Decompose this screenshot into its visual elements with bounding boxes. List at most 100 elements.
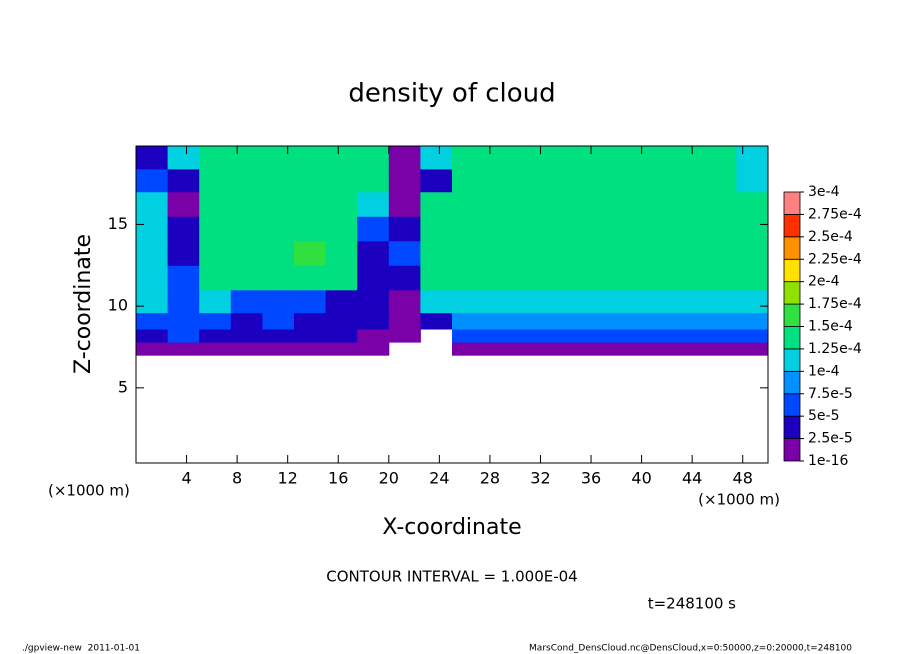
density-cell [673, 168, 706, 193]
density-cell [199, 342, 232, 356]
colorbar-box [783, 191, 801, 215]
density-cell [262, 168, 295, 193]
y-tick-label: 5 [118, 377, 128, 396]
density-cell [262, 265, 295, 291]
density-cell [388, 216, 421, 242]
colorbar-box [783, 258, 801, 283]
density-cell [452, 216, 485, 242]
density-cell [420, 289, 453, 314]
y-tick-label: 15 [108, 214, 128, 233]
density-cell [736, 289, 769, 314]
density-cell [546, 240, 579, 266]
density-cell [262, 146, 295, 170]
density-cell [736, 265, 769, 291]
density-cell [262, 289, 295, 314]
density-cell [136, 240, 169, 266]
density-cell [736, 146, 769, 170]
density-cell [704, 168, 737, 193]
density-cell [357, 289, 390, 314]
colorbar-label: 1.5e-4 [808, 319, 853, 335]
density-cell [673, 329, 706, 343]
x-tick-label: 8 [232, 469, 242, 488]
density-cell [294, 191, 327, 217]
density-cell [483, 146, 516, 170]
density-cell [483, 240, 516, 266]
density-cell [199, 146, 232, 170]
y-axis-label: Z-coordinate [71, 234, 96, 374]
density-cell [136, 168, 169, 193]
density-cell [736, 191, 769, 217]
plot-frame [135, 145, 769, 464]
density-cell [610, 146, 643, 170]
density-cell [515, 168, 548, 193]
density-cell [294, 168, 327, 193]
density-cell [641, 342, 674, 356]
density-cell [610, 191, 643, 217]
colorbar-label: 1.75e-4 [808, 296, 862, 312]
density-cell [578, 146, 611, 170]
density-cell [546, 342, 579, 356]
density-cell [136, 329, 169, 343]
density-cell [325, 146, 358, 170]
density-cell [452, 240, 485, 266]
density-cell [704, 265, 737, 291]
density-cell [294, 342, 327, 356]
density-cell [420, 312, 453, 330]
density-cell [199, 191, 232, 217]
density-cell [578, 168, 611, 193]
density-cell [388, 289, 421, 314]
density-cell [325, 191, 358, 217]
colorbar-label: 3e-4 [808, 184, 840, 200]
density-cell [673, 289, 706, 314]
colorbar-label: 1e-4 [808, 363, 840, 379]
density-cell [546, 289, 579, 314]
density-cell [704, 216, 737, 242]
density-cell [452, 146, 485, 170]
density-cell [199, 312, 232, 330]
density-cell [262, 342, 295, 356]
density-cell [388, 265, 421, 291]
density-cell [262, 216, 295, 242]
density-cell [167, 240, 200, 266]
density-cell [515, 240, 548, 266]
density-cell [610, 168, 643, 193]
density-cell [325, 312, 358, 330]
density-cell [167, 342, 200, 356]
density-cell [294, 240, 327, 266]
density-cell [704, 191, 737, 217]
chart-title: density of cloud [348, 79, 555, 109]
density-cell [136, 191, 169, 217]
density-cell [610, 289, 643, 314]
density-cell [452, 342, 485, 356]
density-cell [515, 146, 548, 170]
density-cell [515, 312, 548, 330]
density-cell [610, 216, 643, 242]
colorbar-box [783, 370, 801, 395]
x-tick-label: 20 [379, 469, 399, 488]
density-cell [136, 265, 169, 291]
density-cell [610, 342, 643, 356]
density-cell [641, 265, 674, 291]
density-cell [578, 216, 611, 242]
colorbar-box [783, 236, 801, 260]
density-cell [420, 168, 453, 193]
density-cell [199, 168, 232, 193]
density-cell [325, 329, 358, 343]
density-cell [136, 146, 169, 170]
density-cell [294, 216, 327, 242]
density-cell [578, 329, 611, 343]
contour-note: CONTOUR INTERVAL = 1.000E-04 [326, 568, 577, 586]
colorbar-label: 2.25e-4 [808, 251, 862, 267]
density-cell [357, 240, 390, 266]
footer-left: ./gpview-new 2011-01-01 [22, 644, 140, 654]
colorbar-box [783, 281, 801, 305]
density-cell [704, 312, 737, 330]
density-cell [546, 191, 579, 217]
colorbar-box [783, 326, 801, 350]
density-cell [736, 168, 769, 193]
colorbar-label: 2.5e-4 [808, 229, 853, 245]
colorbar-box [783, 415, 801, 439]
density-cell [388, 191, 421, 217]
x-tick-label: 44 [682, 469, 702, 488]
density-cell [136, 289, 169, 314]
